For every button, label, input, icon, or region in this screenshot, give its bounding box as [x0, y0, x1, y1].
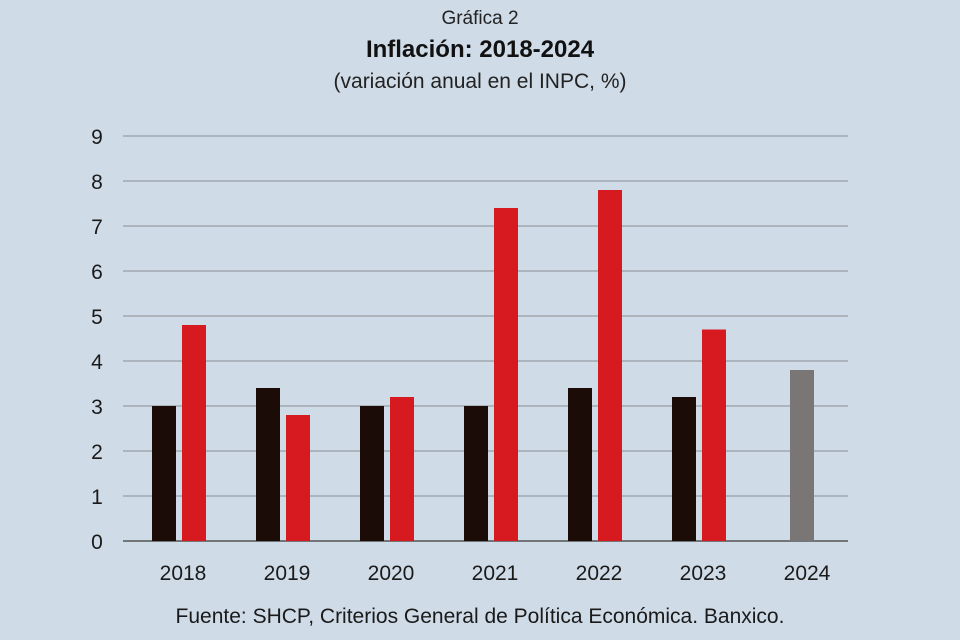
bar-2021-series-2 — [494, 208, 518, 541]
bar-2022-series-2 — [598, 190, 622, 541]
x-tick-label-2020: 2020 — [368, 562, 415, 585]
bar-2022-series-1 — [568, 388, 592, 541]
y-tick-label-0: 0 — [91, 531, 103, 554]
x-tick-label-2022: 2022 — [576, 562, 623, 585]
y-tick-label-2: 2 — [91, 441, 103, 464]
bar-2018-series-1 — [152, 406, 176, 541]
x-tick-label-2024: 2024 — [784, 562, 831, 585]
bar-2018-series-2 — [182, 325, 206, 541]
bars — [152, 190, 814, 541]
y-tick-label-3: 3 — [91, 396, 103, 419]
y-tick-label-4: 4 — [91, 351, 103, 374]
bar-2023-series-1 — [672, 397, 696, 541]
x-tick-label-2018: 2018 — [160, 562, 207, 585]
bar-2019-series-1 — [256, 388, 280, 541]
bar-2023-series-2 — [702, 329, 726, 541]
y-tick-label-5: 5 — [91, 306, 103, 329]
source-note: Fuente: SHCP, Criterios General de Polít… — [175, 605, 785, 628]
y-tick-label-8: 8 — [91, 171, 103, 194]
bar-2019-series-2 — [286, 415, 310, 541]
y-tick-label-9: 9 — [91, 126, 103, 149]
chart-kicker: Gráfica 2 — [441, 8, 519, 29]
x-tick-label-2023: 2023 — [680, 562, 727, 585]
chart-title: Inflación: 2018-2024 — [365, 36, 595, 63]
chart-subtitle: (variación anual en el INPC, %) — [333, 70, 627, 93]
x-axis: 2018 2019 2020 2021 2022 2023 2024 — [160, 562, 831, 585]
x-tick-label-2021: 2021 — [472, 562, 519, 585]
y-tick-label-7: 7 — [91, 216, 103, 239]
bar-2021-series-1 — [464, 406, 488, 541]
y-tick-label-1: 1 — [91, 486, 103, 509]
y-tick-label-6: 6 — [91, 261, 103, 284]
bar-2020-series-2 — [390, 397, 414, 541]
bar-2024-estimate — [790, 370, 814, 541]
x-tick-label-2019: 2019 — [264, 562, 311, 585]
y-axis: 0 1 2 3 4 5 6 7 8 9 — [91, 126, 103, 554]
bar-2020-series-1 — [360, 406, 384, 541]
